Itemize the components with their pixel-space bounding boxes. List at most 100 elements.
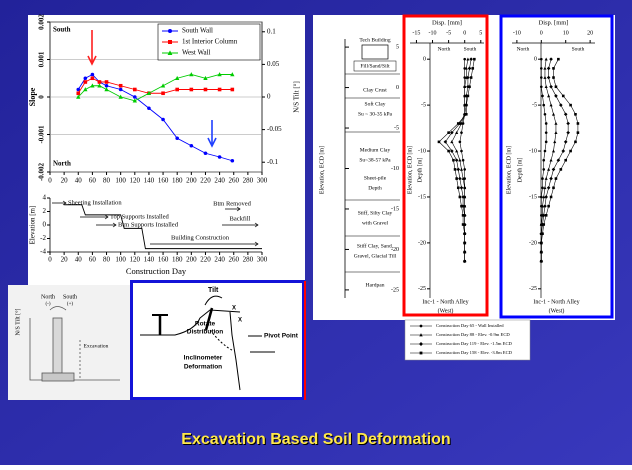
x-tick-label: 240 (214, 177, 225, 185)
data-point (464, 66, 468, 70)
data-point (118, 87, 123, 92)
direction-label: South (572, 46, 585, 52)
data-point (90, 83, 95, 88)
layer-label: Gravel, Glacial Till (354, 253, 397, 259)
y-tick-label: -20 (391, 247, 399, 253)
data-point (203, 75, 208, 81)
layer-label: Tech Building (359, 37, 390, 43)
data-point (456, 122, 460, 125)
annotation: Btm Removed (213, 200, 251, 207)
data-point (557, 57, 560, 61)
diagram-label: (+) (67, 302, 73, 307)
diagram-label: Rotate (195, 321, 216, 328)
data-point (437, 140, 441, 144)
data-point (544, 131, 548, 134)
data-point (563, 140, 568, 144)
direction-label: North (438, 46, 451, 52)
data-point (554, 121, 558, 125)
data-point (569, 149, 572, 153)
series-line (64, 204, 262, 250)
data-point (160, 83, 166, 88)
x-tick-label: 120 (130, 256, 141, 264)
annotation: North (53, 160, 71, 168)
data-point (175, 87, 179, 92)
y-axis-label: Depth [m] (417, 158, 423, 183)
data-point (547, 94, 551, 98)
data-point (542, 223, 546, 226)
data-point (76, 94, 81, 99)
data-point (544, 85, 548, 89)
data-point (458, 158, 462, 162)
layer-label: Stiff Clay, Sand, (357, 242, 394, 249)
data-point (549, 176, 553, 181)
data-point (542, 103, 546, 107)
layer-label: Fill/Sand/Silt (360, 63, 390, 69)
data-point (574, 112, 577, 116)
data-point (459, 185, 464, 190)
data-point (463, 259, 466, 263)
data-point (471, 67, 475, 70)
x-tick-label: 40 (75, 256, 83, 264)
legend-label: Construction Day 65 - Wall Installed (436, 323, 504, 328)
data-point (552, 76, 555, 79)
y-tick-label: -15 (529, 194, 537, 200)
x-tick-label: 300 (257, 177, 268, 185)
data-point (543, 75, 547, 79)
data-point (462, 112, 467, 117)
data-point (463, 232, 466, 236)
legend-label: Construction Day 119 - Elev. -1.5m ECD (436, 341, 513, 346)
x-tick-label: -10 (513, 30, 521, 36)
diagram-label: Distribution (187, 329, 223, 336)
legend-label: Construction Day 158 - Elev. -3.8m ECD (436, 350, 513, 355)
data-point (552, 67, 555, 70)
x-tick-label: -10 (429, 30, 437, 36)
data-point (461, 195, 465, 199)
data-point (217, 72, 222, 77)
x-tick-label: 0 (463, 30, 466, 36)
legend-label: 1st Interior Column (182, 38, 238, 46)
data-point (458, 195, 462, 199)
x-tick-label: 160 (158, 177, 169, 185)
x-tick-label: 60 (89, 256, 97, 264)
x-tick-label: 200 (186, 177, 197, 185)
data-point (469, 57, 473, 62)
data-point (463, 250, 466, 254)
data-point (539, 259, 543, 263)
data-point (566, 130, 570, 135)
data-point (554, 94, 558, 98)
legend-marker (168, 29, 172, 33)
y2-tick-label: -0.05 (267, 125, 282, 133)
diagram-label: N/S Tilt [°] (14, 308, 21, 335)
x-axis-label: Construction Day (126, 266, 187, 276)
data-point (83, 76, 88, 81)
x-tick-label: 80 (103, 256, 111, 264)
y-tick-label: -20 (529, 240, 537, 246)
diagram-label: Tilt (208, 287, 219, 294)
x-tick-label: 5 (479, 30, 482, 36)
legend-label: Construction Day 88 - Elev. -0.9m ECD (436, 332, 510, 337)
data-point (546, 185, 551, 190)
data-point (118, 94, 123, 99)
annotation: Sheeting Installation (68, 199, 122, 206)
layer-label: Su ~ 30-35 kPa (358, 111, 393, 117)
x-tick-label: 280 (243, 177, 254, 185)
data-point (76, 91, 81, 96)
data-point (456, 186, 460, 190)
data-point (546, 75, 551, 80)
data-point (541, 232, 544, 236)
layer-box (353, 60, 397, 72)
data-point (473, 57, 476, 61)
data-point (547, 204, 550, 208)
caption: (West) (438, 307, 454, 314)
data-point (83, 80, 88, 84)
data-point (539, 250, 543, 254)
data-point (230, 72, 235, 77)
y-tick-label: 0 (534, 57, 537, 63)
panel (313, 15, 615, 320)
data-point (460, 204, 463, 208)
caption: Inc-1 - North Alley (533, 299, 579, 305)
data-point (456, 167, 461, 172)
data-point (559, 103, 563, 107)
data-point (104, 87, 109, 92)
diagram-label: Excavation (84, 343, 109, 349)
